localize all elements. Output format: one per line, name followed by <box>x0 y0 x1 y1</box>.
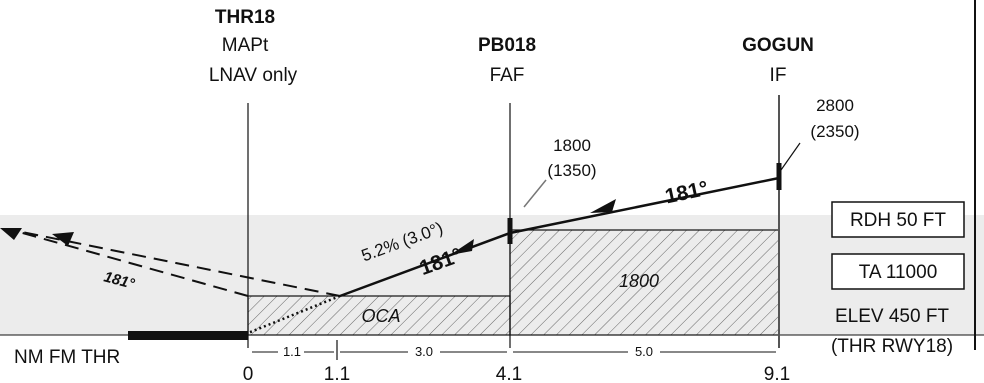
faf-segment-area <box>509 229 780 336</box>
ta-text: TA 11000 <box>859 262 938 283</box>
scale-tick-2: 4.1 <box>496 364 522 383</box>
inbound-track-upper: 181° <box>663 177 710 209</box>
visual-segment <box>247 294 341 335</box>
scale-segment-3: 5.0 <box>635 344 653 359</box>
missed-arrow-left <box>0 228 22 240</box>
scale-segment-1: 1.1 <box>283 344 301 359</box>
thr-fix-type: MAPt <box>222 35 269 56</box>
if-altitude-leader <box>780 142 801 171</box>
faf-height: (1350) <box>547 161 596 180</box>
faf-segment-label: 1800 <box>619 271 659 291</box>
inbound-arrow-upper <box>590 199 616 213</box>
rdh-box <box>831 201 965 238</box>
elevation-line2: (THR RWY18) <box>831 336 953 357</box>
faf-fix-type: FAF <box>490 65 525 86</box>
ta-box <box>831 253 965 290</box>
thr-fix-name: THR18 <box>215 7 275 28</box>
scale-tick-1: 1.1 <box>324 364 350 383</box>
if-fix-name: GOGUN <box>742 35 814 56</box>
faf-altitude: 1800 <box>553 136 591 155</box>
missed-approach-upper <box>11 229 341 297</box>
approach-track <box>339 176 780 298</box>
elevation-line1: ELEV 450 FT <box>835 306 949 327</box>
if-fix-type: IF <box>770 65 787 86</box>
thr-fix-note: LNAV only <box>209 65 298 86</box>
distance-scale-label: NM FM THR <box>14 347 120 368</box>
inbound-arrow-lower <box>450 239 474 255</box>
missed-approach-lower <box>11 229 249 297</box>
scale-tick-0: 0 <box>243 364 254 383</box>
faf-altitude-leader <box>523 179 547 208</box>
if-altitude: 2800 <box>816 96 854 115</box>
faf-fix-name: PB018 <box>478 35 536 56</box>
missed-arrow-mid <box>52 232 74 246</box>
runway-bar <box>128 331 248 340</box>
rdh-text: RDH 50 FT <box>850 210 946 231</box>
oca-label: OCA <box>361 306 400 326</box>
scale-segment-2: 3.0 <box>415 344 433 359</box>
oca-area <box>247 295 511 336</box>
if-height: (2350) <box>810 122 859 141</box>
scale-tick-3: 9.1 <box>764 364 790 383</box>
